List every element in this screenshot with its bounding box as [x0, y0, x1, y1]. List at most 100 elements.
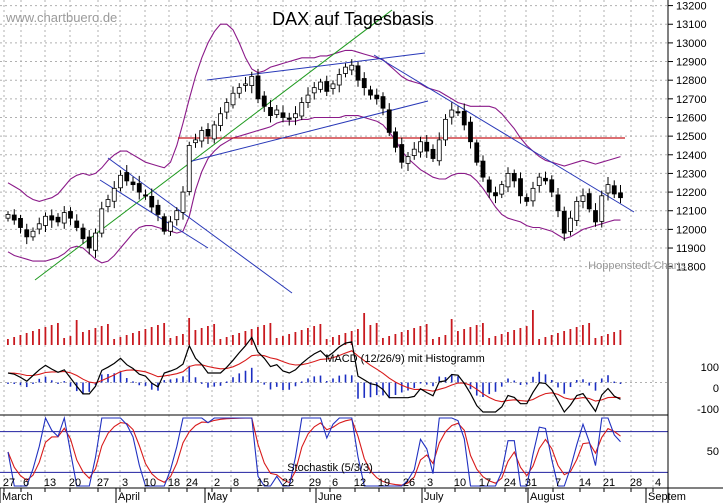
x-day-label: 8 — [233, 477, 239, 489]
candle-body — [180, 191, 186, 213]
candle-body — [130, 181, 136, 186]
candle-body — [80, 227, 86, 240]
candle-body — [461, 110, 467, 126]
x-day-label: 24 — [504, 477, 516, 489]
macd-histogram-bar — [19, 382, 22, 386]
candle-body — [518, 178, 523, 197]
y-tick-label: 12500 — [676, 131, 707, 143]
macd-histogram-bar — [450, 374, 453, 383]
volume-bar — [19, 335, 22, 345]
candle-body — [430, 148, 436, 159]
macd-histogram-bar — [432, 382, 434, 387]
x-day-label: 10 — [144, 477, 156, 489]
y-tick-label: 11800 — [676, 262, 706, 274]
volume-bar — [44, 327, 47, 345]
stoch-k-line — [7, 415, 621, 487]
candle-body — [443, 118, 448, 141]
candle-body — [293, 113, 298, 119]
y-tick-label: 12100 — [676, 206, 707, 218]
stoch-d-line — [7, 417, 621, 486]
macd-histogram-bar — [519, 382, 522, 385]
macd-histogram-bar — [132, 381, 134, 383]
x-day-label: 31 — [525, 477, 537, 489]
candle-body — [580, 195, 586, 202]
candle-body — [205, 129, 211, 137]
candle-body — [136, 183, 142, 193]
candle-body — [143, 194, 148, 197]
x-day-label: 29 — [309, 477, 321, 489]
volume-bar — [394, 334, 397, 345]
macd-histogram-bar — [482, 382, 484, 398]
candle-body — [480, 160, 486, 178]
candle-body — [405, 156, 411, 164]
candle-body — [611, 185, 617, 195]
candle-body — [74, 220, 80, 228]
x-day-label: 2 — [214, 477, 220, 489]
y-tick-label: 12600 — [676, 112, 707, 124]
volume-bar — [525, 326, 528, 345]
macd-histogram-bar — [94, 382, 97, 386]
candle-body — [68, 211, 73, 219]
volume-bar — [157, 325, 159, 345]
x-day-label: 6 — [23, 477, 29, 489]
x-day-label: 7 — [555, 477, 561, 489]
candle-body — [149, 195, 155, 208]
volume-bar — [213, 324, 216, 345]
volume-bar — [319, 324, 322, 345]
macd-histogram-bar — [219, 382, 222, 386]
candle-body — [318, 81, 323, 90]
macd-tick-label: -100 — [697, 404, 719, 416]
candle-body — [568, 217, 573, 232]
stoch-tick-label: 50 — [707, 446, 719, 458]
macd-histogram-bar — [582, 379, 584, 383]
x-day-label: 27 — [97, 477, 109, 489]
candle-body — [605, 184, 611, 194]
x-day-label: 15 — [257, 477, 269, 489]
volume-bar — [169, 338, 172, 345]
macd-histogram-bar — [419, 382, 422, 384]
x-month-label: April — [118, 491, 140, 503]
macd-histogram-bar — [363, 382, 366, 398]
candle-body — [111, 187, 117, 202]
volume-bar — [32, 331, 34, 345]
volume-bar — [344, 333, 347, 345]
macd-histogram-bar — [413, 382, 416, 389]
volume-bar — [438, 337, 441, 345]
x-day-label: 28 — [630, 477, 642, 489]
candle-body — [436, 139, 442, 162]
macd-histogram-bar — [613, 381, 616, 384]
candle-body — [393, 131, 398, 148]
volume-bar — [138, 331, 141, 345]
macd-histogram-bar — [550, 380, 553, 383]
macd-histogram-bar — [557, 382, 559, 388]
candle-body — [161, 216, 167, 232]
macd-histogram-bar — [294, 382, 297, 387]
candle-body — [418, 141, 423, 153]
x-day-label: 3 — [427, 477, 433, 489]
volume-bar — [588, 323, 591, 345]
candle-body — [349, 64, 355, 71]
candle-body — [361, 78, 367, 89]
chart-title: DAX auf Tagesbasis — [272, 9, 434, 29]
volume-bar — [7, 339, 9, 345]
volume-bar — [507, 332, 509, 345]
volume-bar — [207, 326, 209, 345]
macd-histogram-bar — [532, 376, 534, 383]
y-tick-label: 12800 — [676, 75, 707, 87]
macd-histogram-bar — [263, 382, 266, 385]
x-month-label: May — [207, 491, 228, 503]
x-day-label: 4 — [655, 477, 661, 489]
macd-histogram-bar — [100, 374, 103, 383]
volume-bar — [575, 327, 578, 345]
macd-histogram-bar — [38, 378, 41, 383]
candle-body — [455, 111, 461, 114]
volume-bar — [150, 327, 153, 345]
volume-bar — [94, 328, 97, 345]
volume-bar — [569, 329, 572, 345]
volume-bar — [375, 323, 378, 345]
macd-histogram-bar — [350, 375, 353, 383]
macd-histogram-bar — [63, 381, 66, 383]
y-tick-label: 12700 — [676, 94, 707, 106]
volume-bar — [275, 338, 278, 345]
